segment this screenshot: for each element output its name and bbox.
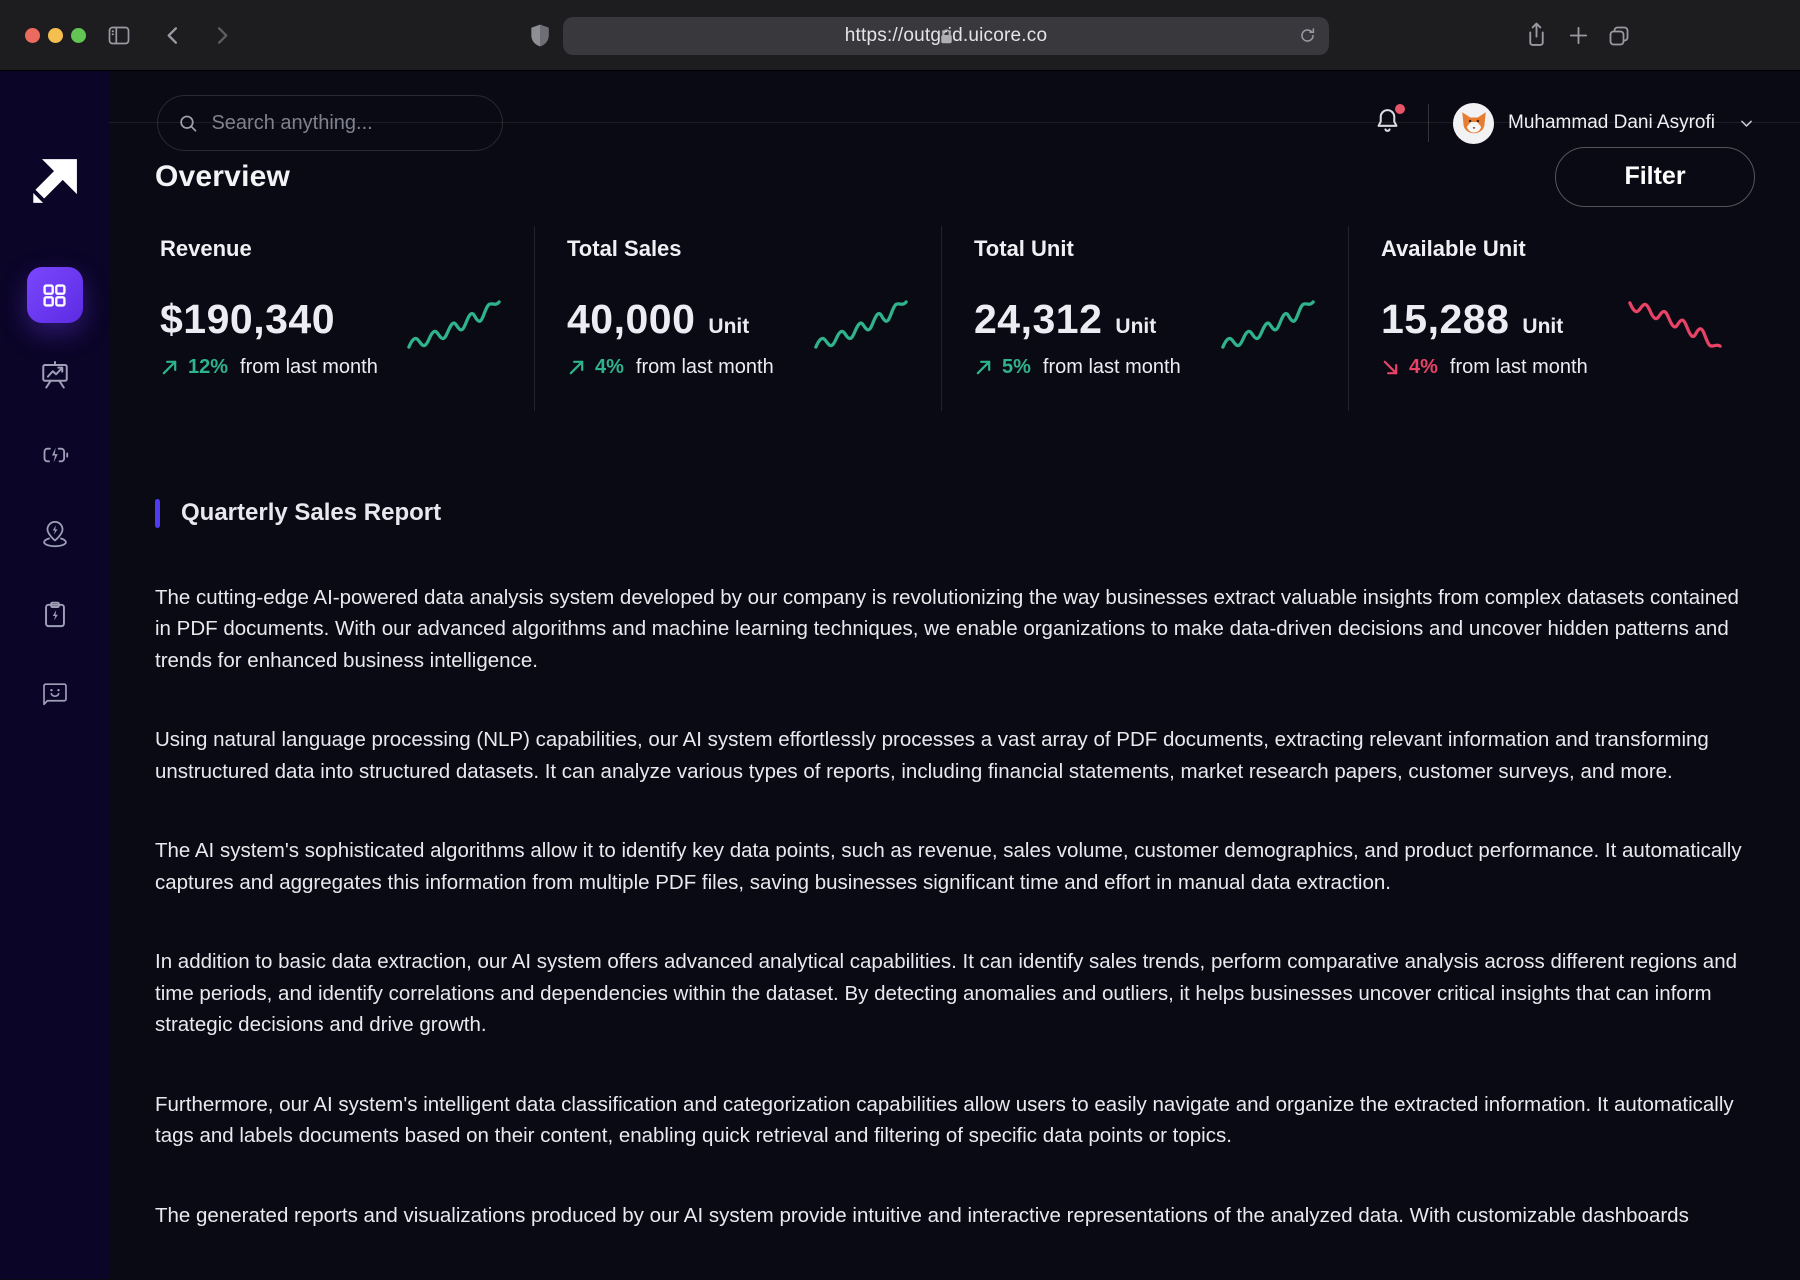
outgrid-logo[interactable]	[28, 157, 80, 210]
report-section: Quarterly Sales Report The cutting-edge …	[155, 498, 1755, 1232]
report-paragraph: The cutting-edge AI-powered data analysi…	[155, 585, 1739, 672]
notification-badge	[1395, 104, 1406, 114]
stat-card-total-unit: Total Unit 24,312 Unit 5% from last mont…	[941, 225, 1348, 411]
topbar: Muhammad Dani Asyrofi	[109, 71, 1800, 151]
stats-row: Revenue $190,340 12% from last month	[155, 225, 1755, 411]
stat-change-suffix: from last month	[1449, 355, 1588, 378]
report-paragraph: The generated reports and visualizations…	[155, 1203, 1689, 1227]
divider	[1428, 104, 1430, 142]
report-title: Quarterly Sales Report	[181, 499, 442, 526]
close-button[interactable]	[25, 28, 40, 43]
sidebar	[0, 71, 109, 1279]
stat-card-available-unit: Available Unit 15,288 Unit 4% from last …	[1348, 225, 1755, 411]
sidebar-item-feedback[interactable]	[40, 679, 69, 713]
reload-icon[interactable]	[1298, 26, 1317, 45]
sidebar-item-locations[interactable]	[39, 519, 70, 555]
location-pin-bolt-icon	[42, 520, 67, 548]
minimize-button[interactable]	[48, 28, 63, 43]
stat-change-suffix: from last month	[240, 355, 378, 378]
report-paragraph: Using natural language processing (NLP) …	[155, 728, 1709, 783]
notifications-button[interactable]	[1373, 104, 1406, 140]
sidebar-toggle-icon[interactable]	[107, 24, 131, 48]
filter-button[interactable]: Filter	[1555, 146, 1755, 207]
stat-unit: Unit	[708, 314, 750, 338]
forward-icon[interactable]	[210, 24, 233, 47]
trend-up-arrow-icon	[162, 360, 177, 374]
search-input[interactable]	[211, 111, 482, 135]
stat-label: Total Unit	[974, 235, 1074, 261]
zoom-button[interactable]	[71, 28, 86, 43]
user-name: Muhammad Dani Asyrofi	[1508, 112, 1715, 133]
trend-down-arrow-icon	[1383, 360, 1398, 374]
stat-change-pct: 12%	[188, 355, 229, 378]
new-tab-icon[interactable]	[1567, 24, 1590, 47]
stat-change-pct: 5%	[1002, 355, 1031, 378]
sparkline-up	[1221, 299, 1315, 349]
sparkline-down	[1628, 300, 1722, 348]
sidebar-item-tasks[interactable]	[40, 600, 69, 634]
url-bar[interactable]: https://outgrid.uicore.co	[563, 17, 1329, 55]
stat-value: 15,288	[1381, 295, 1510, 342]
stat-change-pct: 4%	[1409, 355, 1438, 378]
section-accent-bar	[155, 498, 160, 528]
user-menu[interactable]: Muhammad Dani Asyrofi	[1453, 102, 1755, 144]
stat-change-suffix: from last month	[635, 355, 774, 378]
avatar	[1453, 102, 1495, 144]
stat-label: Revenue	[160, 235, 252, 261]
trend-up-arrow-icon	[569, 360, 584, 374]
stat-unit: Unit	[1522, 314, 1564, 338]
dashboard-grid-icon	[43, 283, 66, 307]
shield-icon[interactable]	[527, 22, 553, 49]
lock-icon	[940, 28, 952, 43]
search-icon	[180, 115, 197, 132]
sparkline-up	[814, 299, 908, 349]
stat-value: $190,340	[160, 295, 336, 342]
stat-unit: Unit	[1115, 314, 1157, 338]
browser-chrome: https://outgrid.uicore.co	[0, 0, 1800, 71]
analytics-board-icon	[41, 361, 68, 389]
report-body: The cutting-edge AI-powered data analysi…	[155, 582, 1755, 1232]
stat-change-pct: 4%	[595, 355, 624, 378]
share-icon[interactable]	[1524, 21, 1549, 48]
stat-card-total-sales: Total Sales 40,000 Unit 4% from last mon…	[534, 225, 941, 411]
sidebar-item-energy[interactable]	[40, 440, 70, 475]
search-bar[interactable]	[157, 95, 503, 151]
trend-up-arrow-icon	[976, 360, 991, 374]
sidebar-item-analytics[interactable]	[40, 360, 70, 395]
chat-feedback-icon	[42, 683, 67, 706]
report-paragraph: In addition to basic data extraction, ou…	[155, 950, 1737, 1036]
stat-value: 24,312	[974, 295, 1103, 342]
stat-value: 40,000	[567, 295, 696, 342]
stat-label: Available Unit	[1381, 235, 1526, 261]
bell-icon	[1377, 109, 1398, 132]
back-icon[interactable]	[162, 24, 185, 47]
chevron-down-icon	[1741, 120, 1752, 127]
report-paragraph: The AI system's sophisticated algorithms…	[155, 839, 1742, 894]
battery-charging-icon	[43, 447, 68, 463]
stat-label: Total Sales	[567, 235, 682, 261]
stat-change-suffix: from last month	[1042, 355, 1181, 378]
stat-card-revenue: Revenue $190,340 12% from last month	[155, 226, 534, 411]
sidebar-item-dashboard[interactable]	[26, 267, 83, 323]
tab-overview-icon[interactable]	[1607, 24, 1631, 48]
report-paragraph: Furthermore, our AI system's intelligent…	[155, 1092, 1734, 1148]
clipboard-bolt-icon	[44, 601, 65, 628]
sparkline-up	[407, 299, 501, 349]
fox-avatar-icon	[1461, 112, 1486, 134]
page-title: Overview	[155, 159, 291, 193]
